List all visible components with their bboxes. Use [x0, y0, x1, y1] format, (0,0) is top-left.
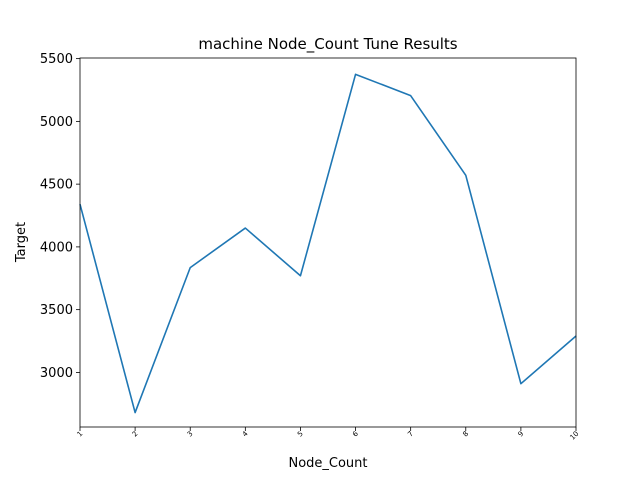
x-tick-label: 5 [296, 430, 305, 439]
x-tick-label: 3 [186, 430, 195, 439]
x-tick-label: 4 [241, 429, 250, 438]
chart-title: machine Node_Count Tune Results [198, 35, 457, 54]
x-tick-label: 9 [516, 430, 525, 439]
x-tick-label: 10 [568, 430, 580, 442]
y-tick-label: 3500 [40, 303, 73, 318]
x-tick-label: 8 [461, 430, 470, 439]
y-tick-label: 3000 [40, 366, 73, 381]
x-tick-label: 1 [76, 430, 85, 439]
y-tick-label: 4000 [40, 240, 73, 255]
y-tick-label: 5500 [40, 52, 73, 67]
x-tick-label: 7 [406, 430, 415, 439]
y-tick-label: 4500 [40, 178, 73, 193]
x-axis-label: Node_Count [288, 456, 367, 471]
y-axis-label: Target [14, 222, 29, 263]
x-tick-label: 6 [351, 429, 360, 438]
plot-background [80, 58, 576, 427]
series-line [79, 73, 577, 414]
y-axis-ticks: 3000 3500 4000 4500 5000 5500 [40, 52, 80, 381]
x-axis-ticks: 1 2 3 4 5 6 7 8 9 10 [76, 427, 580, 442]
y-tick-label: 5000 [40, 115, 73, 130]
plot-frame [79, 57, 577, 428]
x-tick-label: 2 [131, 430, 140, 439]
